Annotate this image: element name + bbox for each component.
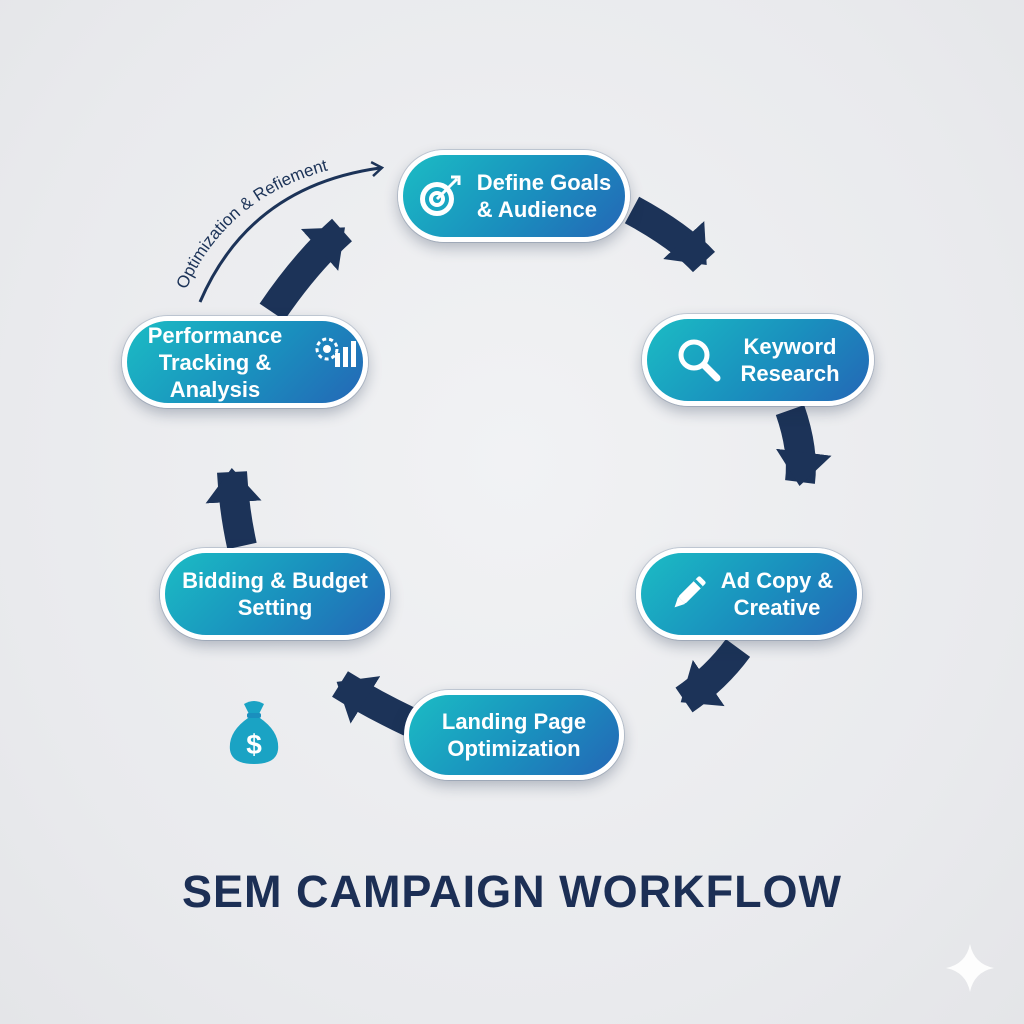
step-ad-copy: Ad Copy & Creative bbox=[636, 548, 862, 640]
step-label: Keyword Research bbox=[740, 334, 840, 386]
svg-text:$: $ bbox=[246, 729, 262, 760]
step-define-goals: Define Goals & Audience bbox=[398, 150, 630, 242]
money-bag-icon: $ bbox=[226, 698, 282, 768]
arrow-performance-to-goals bbox=[259, 218, 353, 321]
sparkle-icon bbox=[944, 942, 996, 994]
target-icon bbox=[417, 173, 463, 219]
step-label: Ad Copy & Creative bbox=[720, 568, 834, 620]
step-keyword-research: Keyword Research bbox=[642, 314, 874, 406]
step-label: Landing Page Optimization bbox=[441, 709, 587, 761]
step-label: Bidding & Budget Setting bbox=[182, 568, 368, 620]
step-label: Define Goals & Audience bbox=[476, 170, 612, 222]
step-bidding-budget: Bidding & Budget Setting bbox=[160, 548, 390, 640]
arrow-landing-to-bidding bbox=[332, 671, 417, 736]
gear-chart-icon bbox=[313, 335, 363, 369]
diagram-title: SEM CAMPAIGN WORKFLOW bbox=[181, 866, 843, 917]
pencil-icon bbox=[665, 571, 711, 617]
magnifier-icon bbox=[676, 337, 722, 383]
arrow-bidding-to-performance bbox=[205, 468, 262, 550]
step-label: Performance Tracking & Analysis bbox=[147, 322, 283, 402]
arrow-adcopy-to-landing bbox=[675, 638, 751, 713]
step-landing-page: Landing Page Optimization bbox=[404, 690, 624, 780]
arrow-keywords-to-adcopy bbox=[775, 405, 832, 486]
arrow-goals-to-keywords bbox=[624, 196, 716, 273]
step-performance-tracking: Performance Tracking & Analysis bbox=[122, 316, 368, 408]
